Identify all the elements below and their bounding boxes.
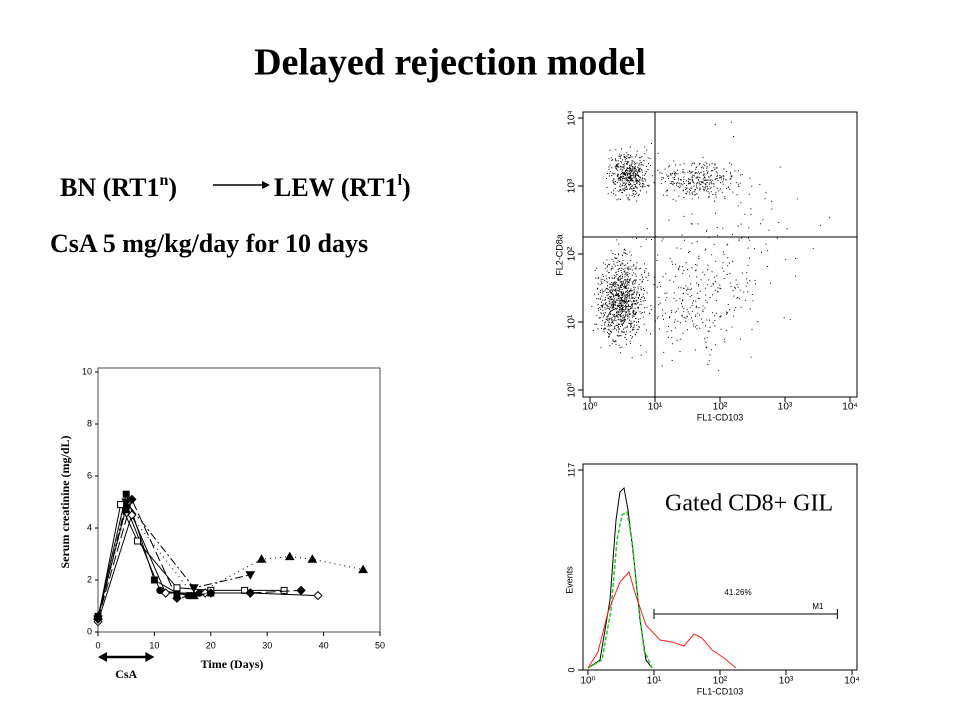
point (189, 584, 199, 593)
y-tick-label: 10¹ (567, 314, 578, 329)
point (173, 584, 181, 592)
x-tick-label: 30 (262, 640, 272, 650)
y-axis-label: Events (564, 566, 574, 594)
series-line (97, 513, 318, 622)
recipient-haplotype: l (398, 172, 403, 189)
y-tick-label: 0 (566, 667, 576, 672)
point (206, 588, 216, 598)
x-tick-label: 10¹ (647, 676, 662, 687)
y-tick-label: 4 (87, 522, 92, 532)
cell-events (591, 121, 831, 372)
point (189, 590, 199, 600)
point (156, 586, 164, 595)
x-tick-label: 20 (206, 640, 216, 650)
x-tick-label: 50 (375, 640, 385, 650)
csa-arrow (145, 652, 155, 662)
x-axis-label: Time (Days) (201, 657, 264, 671)
recipient: LEW (RT1l) (274, 172, 411, 202)
histogram-curve-cd103 (587, 570, 737, 669)
point (313, 590, 323, 601)
x-axis-label: FL1-CD103 (697, 686, 744, 696)
csa-arrow (98, 652, 107, 662)
histogram-curve-isotype (587, 510, 653, 669)
marker-percent: 41.26% (724, 588, 751, 597)
x-tick-label: 0 (95, 640, 100, 650)
point (284, 551, 295, 561)
series-line (97, 505, 200, 617)
y-tick-label: 2 (87, 574, 92, 584)
x-tick-label: 10⁴ (844, 676, 859, 687)
point (256, 554, 267, 563)
recipient-name: LEW (RT1 (274, 173, 398, 202)
point (245, 588, 255, 598)
y-tick-label: 10⁰ (567, 382, 578, 397)
x-tick-label: 10⁰ (580, 676, 595, 687)
arrow-head (262, 181, 270, 189)
point (117, 501, 125, 509)
x-tick-label: 10³ (778, 402, 793, 413)
series-line (97, 500, 251, 620)
point (133, 537, 141, 545)
x-tick-label: 10⁰ (582, 402, 597, 413)
point (358, 564, 368, 574)
donor-haplotype: n (159, 172, 168, 189)
point (307, 554, 318, 563)
x-tick-label: 40 (319, 640, 329, 650)
donor-close: ) (168, 173, 177, 202)
plot-frame (97, 367, 381, 633)
y-tick-label: 8 (87, 418, 92, 428)
slide-title: Delayed rejection model (254, 42, 646, 84)
histogram-curve-control (587, 486, 653, 669)
y-tick-label: 10² (567, 246, 578, 261)
point (296, 585, 306, 596)
y-tick-label: 117 (566, 463, 576, 477)
point (280, 586, 288, 594)
y-tick-label: 6 (87, 470, 92, 480)
y-tick-label: 10 (82, 366, 92, 376)
y-tick-label: 0 (87, 626, 92, 636)
donor: BN (RT1n) (60, 172, 177, 202)
y-tick-label: 10⁴ (567, 110, 578, 125)
csa-label: CsA (115, 667, 137, 681)
point (172, 593, 182, 603)
point (93, 615, 103, 625)
x-tick-label: 10³ (779, 676, 794, 687)
point (245, 571, 256, 580)
x-axis-label: FL1-CD103 (697, 412, 744, 422)
marker-label: M1 (812, 602, 824, 611)
y-axis-label: Serum creatinine (mg/dL) (58, 435, 72, 568)
regimen: CsA 5 mg/kg/day for 10 days (50, 229, 368, 258)
point (121, 498, 132, 508)
x-tick-label: 10 (149, 640, 159, 650)
x-tick-label: 10² (713, 402, 728, 413)
x-tick-label: 10⁴ (842, 402, 857, 413)
x-tick-label: 10² (713, 676, 728, 687)
y-axis-label: FL2-CD8a (554, 234, 564, 276)
x-tick-label: 10¹ (648, 402, 663, 413)
point (122, 490, 130, 498)
series-line (97, 497, 302, 620)
series-line (97, 508, 364, 617)
point (127, 494, 137, 505)
point (160, 588, 171, 598)
donor-name: BN (RT1 (60, 173, 159, 202)
histogram-title: Gated CD8+ GIL (665, 491, 833, 517)
recipient-close: ) (402, 173, 411, 202)
y-tick-label: 10³ (567, 178, 578, 193)
